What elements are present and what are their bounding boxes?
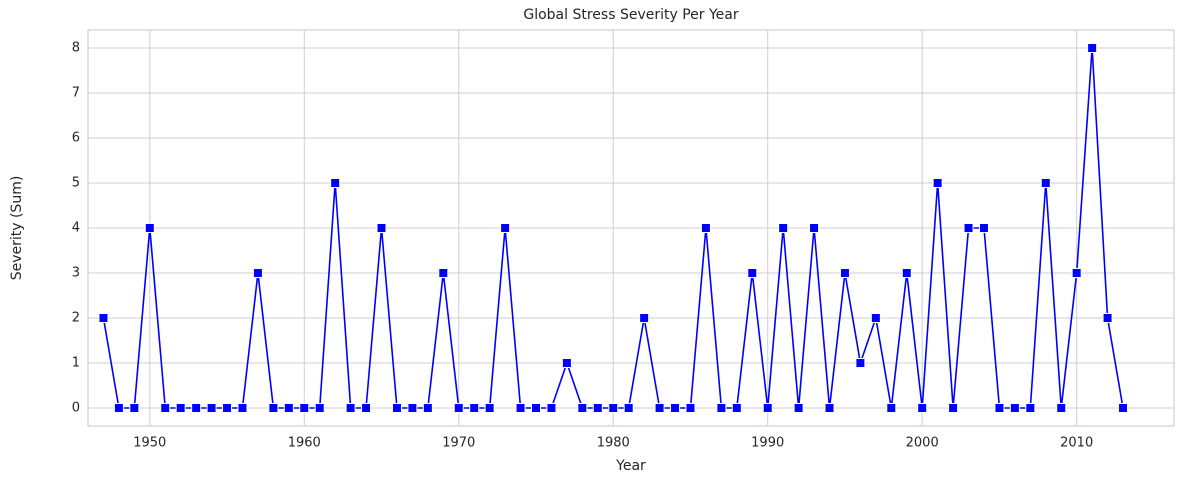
marker [932, 178, 943, 188]
marker [561, 358, 572, 368]
marker [700, 223, 711, 233]
marker [654, 403, 665, 413]
y-tick-label: 7 [72, 86, 80, 101]
marker [762, 403, 773, 413]
x-tick-label: 1950 [133, 436, 166, 451]
marker [886, 403, 897, 413]
marker [422, 403, 433, 413]
marker [901, 268, 912, 278]
y-tick-label: 3 [72, 266, 80, 281]
marker [855, 358, 866, 368]
y-tick-label: 0 [72, 401, 80, 416]
chart-title: Global Stress Severity Per Year [523, 7, 739, 23]
marker [330, 178, 341, 188]
marker [948, 403, 959, 413]
marker [391, 403, 402, 413]
marker [731, 403, 742, 413]
marker [778, 223, 789, 233]
marker [1025, 403, 1036, 413]
marker [283, 403, 294, 413]
marker [1040, 178, 1051, 188]
marker [515, 403, 526, 413]
marker [1009, 403, 1020, 413]
marker [1102, 313, 1113, 323]
marker [500, 223, 511, 233]
marker [361, 403, 372, 413]
marker [824, 403, 835, 413]
marker [160, 403, 171, 413]
marker [870, 313, 881, 323]
marker [129, 403, 140, 413]
y-tick-label: 1 [72, 356, 80, 371]
marker [268, 403, 279, 413]
x-tick-label: 1960 [288, 436, 321, 451]
marker [98, 313, 109, 323]
marker [345, 403, 356, 413]
marker [222, 403, 233, 413]
marker [113, 403, 124, 413]
marker [175, 403, 186, 413]
marker [716, 403, 727, 413]
x-tick-label: 1990 [751, 436, 784, 451]
x-tick-label: 2010 [1060, 436, 1093, 451]
marker [546, 403, 557, 413]
marker [1087, 43, 1098, 53]
x-tick-label: 1980 [597, 436, 630, 451]
marker [623, 403, 634, 413]
marker [608, 403, 619, 413]
marker [1056, 403, 1067, 413]
y-tick-label: 2 [72, 311, 80, 326]
marker [685, 403, 696, 413]
marker [407, 403, 418, 413]
marker [809, 223, 820, 233]
x-tick-label: 1970 [442, 436, 475, 451]
plot-frame [87, 29, 1175, 427]
y-tick-label: 6 [72, 131, 80, 146]
y-tick-label: 5 [72, 176, 80, 191]
marker [237, 403, 248, 413]
x-axis-label: Year [615, 458, 646, 474]
marker [1071, 268, 1082, 278]
marker [639, 313, 650, 323]
marker [670, 403, 681, 413]
marker [299, 403, 310, 413]
marker [839, 268, 850, 278]
marker [747, 268, 758, 278]
marker [994, 403, 1005, 413]
marker [252, 268, 263, 278]
marker [469, 403, 480, 413]
marker [144, 223, 155, 233]
marker [484, 403, 495, 413]
marker [793, 403, 804, 413]
marker [530, 403, 541, 413]
x-tick-label: 2000 [906, 436, 939, 451]
marker [376, 223, 387, 233]
marker [453, 403, 464, 413]
marker [191, 403, 202, 413]
marker [438, 268, 449, 278]
marker [206, 403, 217, 413]
y-axis-label: Severity (Sum) [9, 176, 25, 281]
marker [978, 223, 989, 233]
marker [592, 403, 603, 413]
y-tick-label: 8 [72, 41, 80, 56]
marker [917, 403, 928, 413]
marker [577, 403, 588, 413]
marker [1118, 403, 1129, 413]
marker [963, 223, 974, 233]
y-tick-label: 4 [72, 221, 80, 236]
marker [314, 403, 325, 413]
